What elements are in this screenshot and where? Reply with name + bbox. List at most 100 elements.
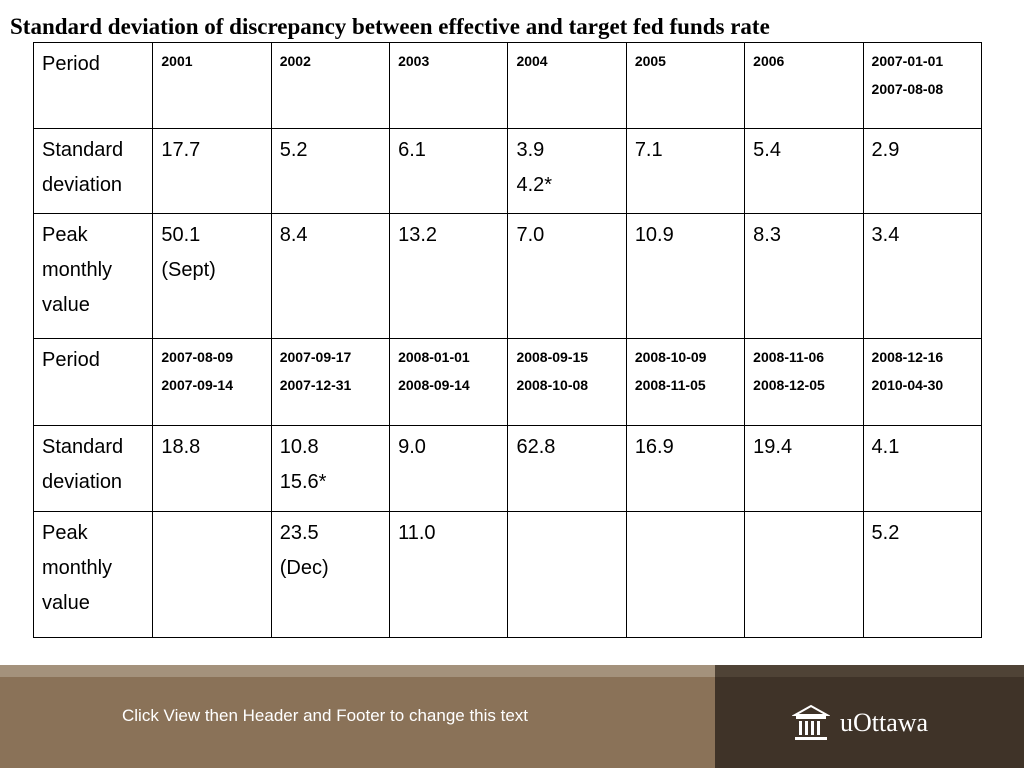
row-label-cell: Period	[32, 42, 154, 129]
logo-panel-stripe	[715, 665, 1024, 677]
table-cell: 17.7	[152, 128, 272, 214]
table-row-peak-2: Peak monthly value 23.5 (Dec) 11.0 5.2	[32, 511, 983, 638]
period-value: 2004	[516, 53, 548, 69]
stddev-value: 18.8	[161, 436, 201, 458]
stddev-value: 17.7	[161, 139, 201, 161]
table-cell: 3.4	[862, 213, 983, 339]
period-value: 2007-08-09 2007-09-14	[161, 349, 233, 393]
table-cell: 2001	[152, 42, 272, 129]
row-label-cell: Standard deviation	[32, 128, 154, 214]
footer-text: Click View then Header and Footer to cha…	[122, 706, 529, 725]
row-label-cell: Standard deviation	[32, 425, 154, 512]
table-cell: 2008-12-16 2010-04-30	[862, 338, 983, 426]
row-label: Standard deviation	[42, 139, 124, 196]
stddev-value: 3.9 4.2*	[516, 139, 553, 196]
period-value: 2007-01-01 2007-08-08	[871, 53, 944, 97]
table-cell: 2008-01-01 2008-09-14	[389, 338, 509, 426]
row-label-cell: Period	[32, 338, 154, 426]
table-cell: 7.1	[625, 128, 746, 214]
peak-value: 7.0	[516, 224, 545, 246]
row-label: Peak monthly value	[42, 522, 113, 614]
period-value: 2008-01-01 2008-09-14	[398, 349, 470, 393]
stddev-value: 5.4	[753, 139, 781, 161]
table-cell: 5.4	[744, 128, 864, 214]
table-cell	[625, 511, 746, 638]
data-table: Period 2001 2002 2003 2004 2005 2006 200…	[32, 42, 983, 638]
period-value: 2008-09-15 2008-10-08	[516, 349, 589, 393]
table-cell	[152, 511, 272, 638]
table-cell: 3.9 4.2*	[507, 128, 627, 214]
table-cell: 19.4	[744, 425, 864, 512]
row-label-cell: Peak monthly value	[32, 213, 154, 339]
table-row-peak-1: Peak monthly value 50.1 (Sept) 8.4 13.2 …	[32, 213, 983, 339]
table-row-period-2: Period 2007-08-09 2007-09-14 2007-09-17 …	[32, 338, 983, 426]
stddev-value: 19.4	[753, 436, 793, 458]
table-cell: 2008-10-09 2008-11-05	[625, 338, 746, 426]
peak-value: 10.9	[634, 224, 674, 246]
peak-value: 11.0	[398, 522, 436, 544]
table-cell: 2008-11-06 2008-12-05	[744, 338, 864, 426]
table-cell: 18.8	[152, 425, 272, 512]
stddev-value: 9.0	[398, 436, 426, 458]
table-cell: 2006	[744, 42, 864, 129]
table-cell: 23.5 (Dec)	[270, 511, 391, 638]
period-value: 2006	[753, 53, 785, 69]
row-label: Period	[42, 53, 100, 75]
table-cell: 4.1	[862, 425, 983, 512]
table-row-period-1: Period 2001 2002 2003 2004 2005 2006 200…	[32, 42, 983, 129]
peak-value: 13.2	[398, 224, 438, 246]
stddev-value: 5.2	[279, 139, 308, 161]
table-cell: 2004	[507, 42, 627, 129]
peak-value: 5.2	[871, 522, 900, 544]
table-cell: 2007-01-01 2007-08-08	[862, 42, 983, 129]
table-cell: 50.1 (Sept)	[152, 213, 272, 339]
table-cell: 2005	[625, 42, 746, 129]
peak-value: 23.5 (Dec)	[279, 522, 329, 579]
table-cell: 5.2	[270, 128, 391, 214]
table-cell: 2.9	[862, 128, 983, 214]
slide-title: Standard deviation of discrepancy betwee…	[10, 14, 770, 39]
table-cell: 6.1	[389, 128, 509, 214]
peak-value: 8.4	[279, 224, 308, 246]
stddev-value: 6.1	[398, 139, 426, 161]
logo-panel	[715, 665, 1024, 768]
period-value: 2003	[398, 53, 430, 69]
period-value: 2007-09-17 2007-12-31	[279, 349, 352, 393]
table-cell: 62.8	[507, 425, 627, 512]
stddev-value: 4.1	[871, 436, 900, 458]
footer-bar	[0, 665, 715, 768]
table-cell: 2003	[389, 42, 509, 129]
period-value: 2001	[161, 53, 193, 69]
stddev-value: 62.8	[516, 436, 556, 458]
table-cell: 2002	[270, 42, 391, 129]
period-value: 2005	[634, 53, 666, 69]
stddev-value: 7.1	[634, 139, 663, 161]
stddev-value: 10.8 15.6*	[279, 436, 327, 493]
row-label: Standard deviation	[42, 436, 124, 493]
peak-value: 3.4	[871, 224, 900, 246]
table-cell: 10.9	[625, 213, 746, 339]
stddev-value: 2.9	[871, 139, 900, 161]
period-value: 2008-11-06 2008-12-05	[753, 349, 825, 393]
period-value: 2008-12-16 2010-04-30	[871, 349, 944, 393]
table-cell: 11.0	[389, 511, 509, 638]
table-cell: 2007-08-09 2007-09-14	[152, 338, 272, 426]
table-cell: 9.0	[389, 425, 509, 512]
table-cell: 10.8 15.6*	[270, 425, 391, 512]
row-label: Peak monthly value	[42, 224, 113, 316]
table-cell	[744, 511, 864, 638]
period-value: 2008-10-09 2008-11-05	[634, 349, 707, 393]
building-columns-icon	[792, 704, 830, 740]
row-label: Period	[42, 349, 100, 371]
stddev-value: 16.9	[634, 436, 674, 458]
table-cell: 13.2	[389, 213, 509, 339]
footer-stripe	[0, 665, 715, 677]
row-label-cell: Peak monthly value	[32, 511, 154, 638]
table-cell	[507, 511, 627, 638]
peak-value: 50.1 (Sept)	[161, 224, 216, 281]
university-logo-text: uOttawa	[840, 708, 929, 737]
table-cell: 2008-09-15 2008-10-08	[507, 338, 627, 426]
table-row-stddev-1: Standard deviation 17.7 5.2 6.1 3.9 4.2*…	[32, 128, 983, 214]
table-cell: 7.0	[507, 213, 627, 339]
table-cell: 2007-09-17 2007-12-31	[270, 338, 391, 426]
